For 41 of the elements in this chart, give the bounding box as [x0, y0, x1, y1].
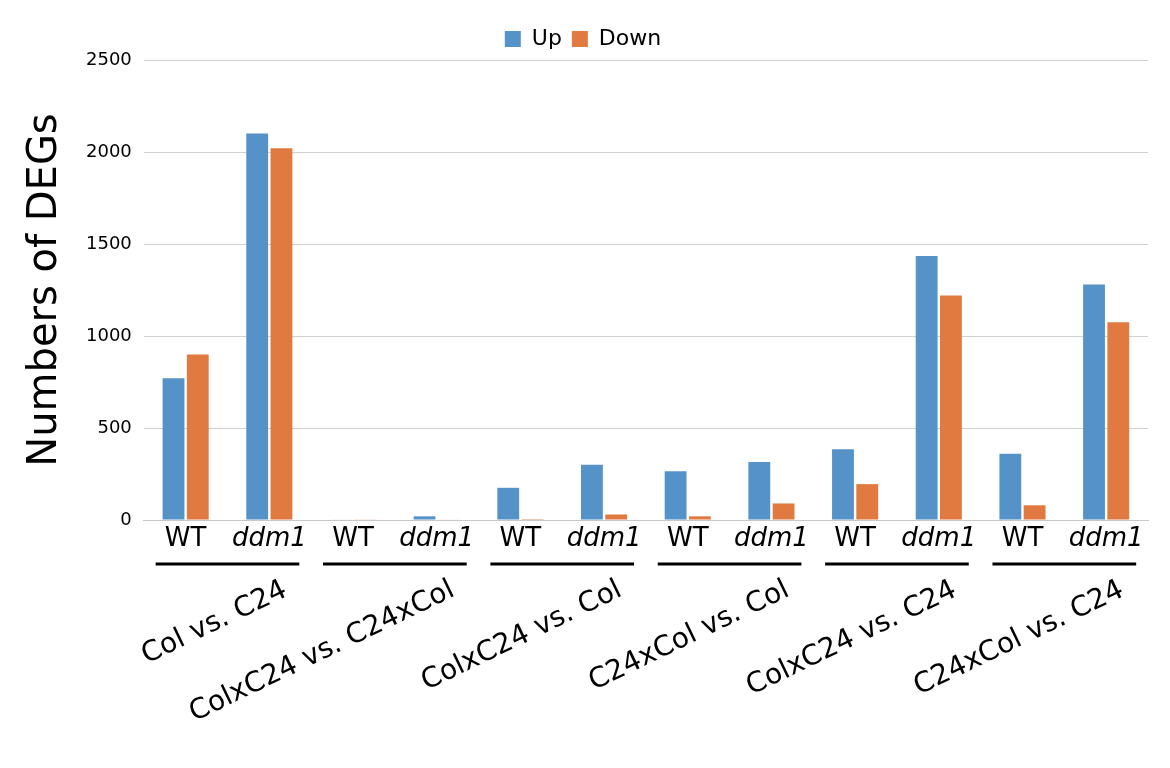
x-tick-label: WT [1001, 521, 1044, 552]
y-tick-label: 2000 [86, 139, 132, 161]
x-tick-label: WT [499, 521, 542, 552]
bar [246, 133, 269, 520]
x-tick-label: ddm1 [399, 521, 475, 552]
x-tick-label: ddm1 [733, 521, 809, 552]
bar [748, 462, 771, 520]
x-tick-label: WT [164, 521, 207, 552]
y-tick-label: 0 [120, 507, 132, 529]
legend-label: Up [531, 24, 562, 50]
x-tick-label: WT [666, 521, 709, 552]
bar [832, 449, 854, 520]
x-tick-label: ddm1 [901, 521, 977, 552]
y-tick-label: 500 [97, 415, 132, 437]
bar [413, 516, 436, 520]
bar [1107, 322, 1130, 520]
bar [497, 487, 520, 520]
x-tick-label: ddm1 [231, 521, 307, 552]
bar [915, 255, 938, 520]
bar [162, 378, 185, 520]
bar [999, 453, 1022, 520]
bar [270, 148, 293, 520]
bar [186, 354, 209, 520]
bar [772, 503, 795, 520]
bar [688, 516, 711, 520]
bar [1083, 284, 1105, 520]
y-tick-label: 1000 [86, 323, 132, 345]
y-tick-label: 2500 [86, 47, 132, 69]
bar [940, 295, 962, 520]
legend-label: Down [598, 24, 662, 50]
bar [664, 471, 687, 520]
bar [856, 484, 879, 520]
x-tick-label: WT [834, 521, 877, 552]
x-tick-label: ddm1 [566, 521, 642, 552]
y-axis-title: Numbers of DEGs [19, 113, 66, 467]
x-tick-label: WT [332, 521, 374, 552]
bar [1023, 505, 1046, 520]
x-tick-label: ddm1 [1068, 521, 1144, 552]
bar [605, 514, 628, 520]
bar [581, 464, 603, 520]
y-tick-label: 1500 [86, 231, 132, 253]
